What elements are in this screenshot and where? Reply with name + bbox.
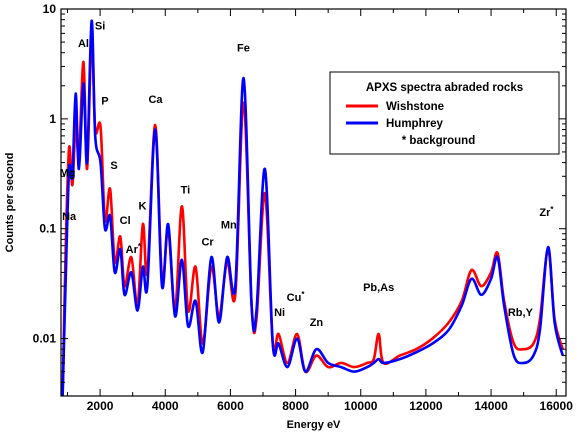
x-tick-label: 4000	[152, 399, 179, 413]
annotation-mg: Mg	[60, 167, 76, 179]
annotation-ca: Ca	[148, 94, 163, 106]
x-tick-label: 12000	[409, 399, 443, 413]
y-axis-title: Counts per second	[4, 153, 16, 253]
legend-title: APXS spectra abraded rocks	[366, 82, 523, 94]
legend-entries: Wishstone Humphrey	[346, 101, 444, 130]
annotation-ar: Ar*	[126, 242, 142, 256]
annotation-mn: Mn	[221, 220, 237, 232]
annotation-si: Si	[95, 21, 105, 33]
y-tick-label: 10	[43, 2, 57, 16]
x-tick-label: 10000	[344, 399, 378, 413]
annotation-ti: Ti	[181, 184, 191, 196]
y-tick-label: 0.01	[33, 332, 57, 346]
x-tick-label: 8000	[282, 399, 309, 413]
annotation-na: Na	[62, 211, 77, 223]
y-tick-label: 0.1	[39, 222, 56, 236]
annotation-fe: Fe	[237, 43, 250, 55]
x-tick-label: 2000	[87, 399, 114, 413]
legend-label-wishstone: Wishstone	[386, 101, 444, 113]
x-axis-title: Energy eV	[287, 419, 341, 431]
annotation-ni: Ni	[274, 307, 285, 319]
x-tick-label: 16000	[540, 399, 574, 413]
legend-note: * background	[402, 135, 475, 147]
annotation-cl: Cl	[120, 215, 131, 227]
legend-box	[329, 71, 560, 155]
y-axis: 0.01 0.1 1 10	[33, 2, 566, 397]
legend: APXS spectra abraded rocks Wishstone Hump…	[329, 71, 560, 155]
annotation-zn: Zn	[310, 317, 324, 329]
annotation-k: K	[138, 200, 146, 212]
annotation-pb-as: Pb,As	[363, 282, 394, 294]
annotation-s: S	[110, 160, 117, 172]
plot-frame	[60, 8, 567, 397]
annotation-cu: Cu*	[287, 290, 306, 304]
annotation-al: Al	[78, 38, 89, 50]
x-tick-label: 6000	[217, 399, 244, 413]
legend-label-humphrey: Humphrey	[386, 118, 443, 130]
x-axis: 2000 4000 6000 8000 10000 12000 14000 16000	[67, 9, 574, 413]
annotation-cr: Cr	[201, 237, 214, 249]
series-line-humphrey	[61, 19, 565, 397]
x-tick-label: 14000	[474, 399, 508, 413]
annotation-p: P	[101, 96, 108, 108]
annotation-rb-y: Rb,Y	[508, 307, 534, 319]
y-tick-label: 1	[49, 112, 56, 126]
series-layer	[61, 19, 565, 397]
annotation-zr: Zr*	[539, 205, 554, 219]
